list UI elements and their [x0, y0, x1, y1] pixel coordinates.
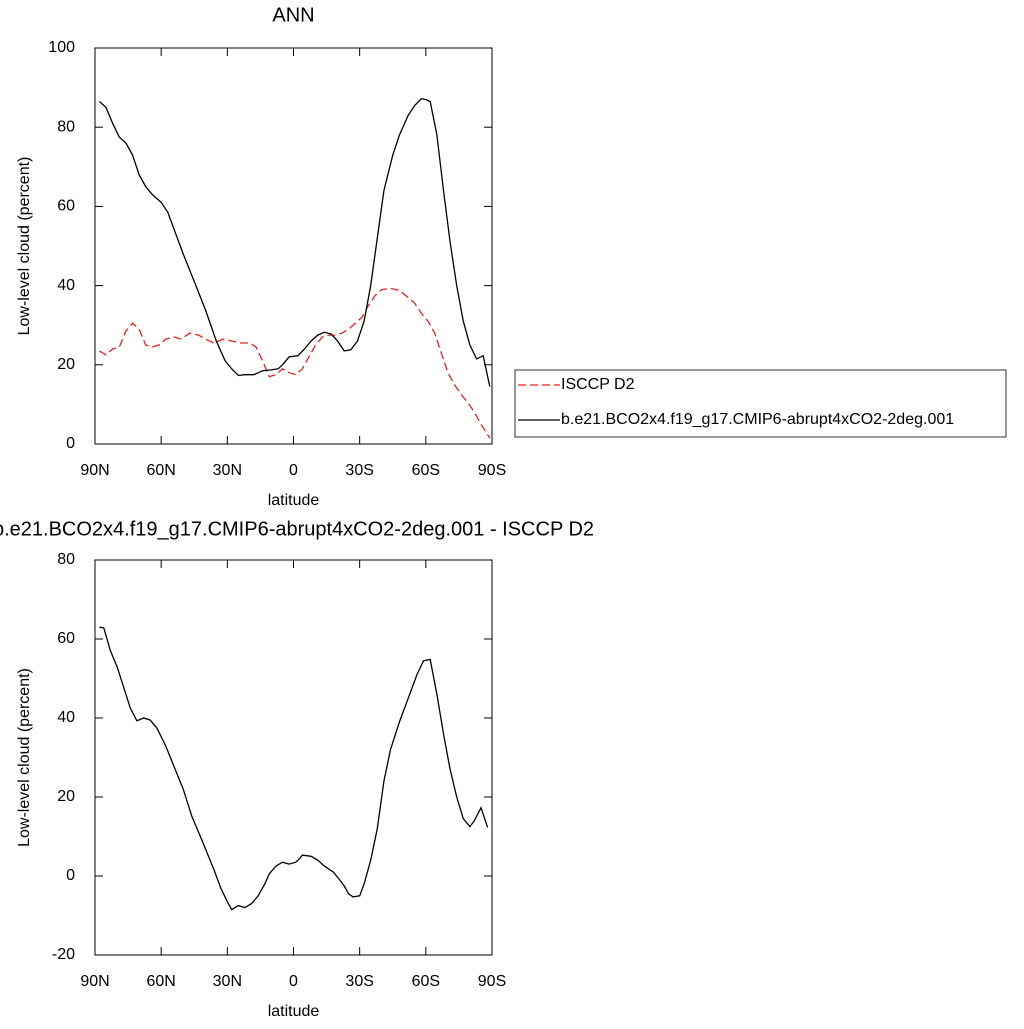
- x-tick-label: 90S: [478, 462, 506, 479]
- x-tick-label: 0: [289, 462, 298, 479]
- y-tick-label: 20: [57, 788, 75, 805]
- plot-frame: [94, 47, 493, 445]
- y-tick-label: 40: [57, 277, 75, 294]
- y-tick-label: 40: [57, 709, 75, 726]
- x-tick-label: 60S: [412, 462, 440, 479]
- chart-title: ANN: [272, 4, 314, 26]
- x-tick-label: 90N: [80, 973, 109, 990]
- legend-label: b.e21.BCO2x4.f19_g17.CMIP6-abrupt4xCO2-2…: [561, 411, 954, 428]
- legend-box: [514, 369, 1007, 438]
- y-tick-label: 0: [66, 435, 75, 452]
- x-tick-label: 60N: [146, 462, 175, 479]
- x-tick-label: 30S: [345, 462, 373, 479]
- plot-frame: [94, 559, 493, 956]
- x-tick-label: 60S: [412, 973, 440, 990]
- x-tick-label: 30N: [213, 973, 242, 990]
- y-tick-label: 60: [57, 630, 75, 647]
- x-tick-label: 90N: [80, 462, 109, 479]
- x-axis-label: latitude: [268, 492, 320, 509]
- data-line: [99, 626, 489, 911]
- y-tick-label: 100: [48, 39, 75, 56]
- x-tick-label: 60N: [146, 973, 175, 990]
- legend-label: ISCCP D2: [561, 376, 635, 393]
- y-axis-label: Low-level cloud (percent): [16, 157, 33, 336]
- x-tick-label: 30N: [213, 462, 242, 479]
- x-axis-label: latitude: [268, 1003, 320, 1020]
- x-tick-label: 90S: [478, 973, 506, 990]
- y-tick-label: 80: [57, 551, 75, 568]
- y-tick-label: 80: [57, 118, 75, 135]
- chart-title: b.e21.BCO2x4.f19_g17.CMIP6-abrupt4xCO2-2…: [0, 518, 594, 540]
- y-tick-label: 0: [66, 867, 75, 884]
- y-tick-label: 60: [57, 198, 75, 215]
- data-line: [99, 287, 491, 439]
- x-tick-label: 30S: [345, 973, 373, 990]
- x-tick-label: 0: [289, 973, 298, 990]
- y-tick-label: 20: [57, 356, 75, 373]
- y-axis-label: Low-level cloud (percent): [16, 668, 33, 847]
- data-line: [98, 97, 491, 387]
- y-tick-label: -20: [52, 946, 75, 963]
